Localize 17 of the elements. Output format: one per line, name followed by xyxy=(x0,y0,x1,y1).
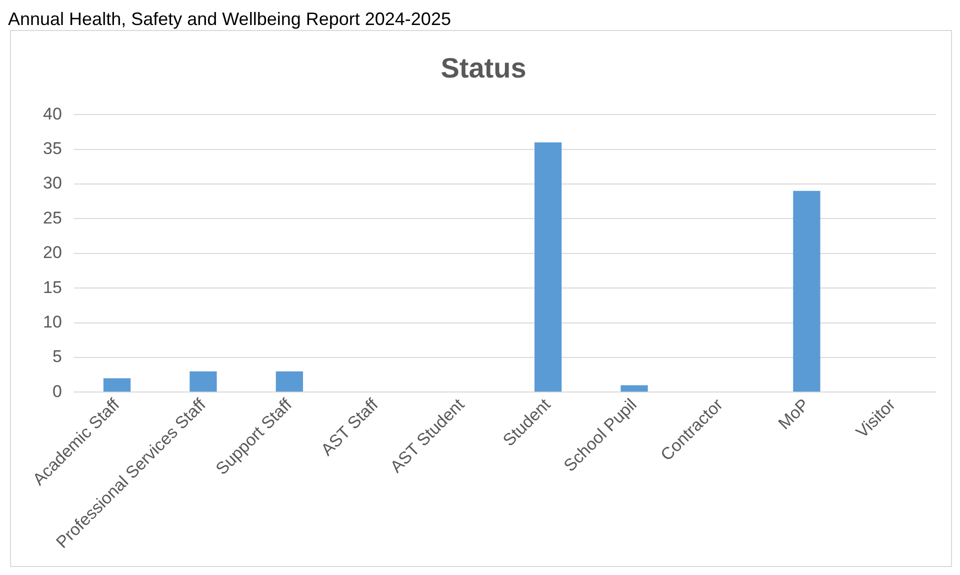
y-tick-label: 20 xyxy=(42,243,62,262)
y-tick-label: 25 xyxy=(42,208,62,228)
bar xyxy=(103,378,131,392)
text: Annual Health, Safety and Wellbeing Report 2024-2025 xyxy=(8,8,452,30)
y-tick-label: 10 xyxy=(42,312,62,332)
bar xyxy=(276,371,304,392)
bar xyxy=(793,190,820,392)
y-tick-label: 35 xyxy=(42,138,62,158)
y-tick-label: 30 xyxy=(42,174,62,193)
bar xyxy=(534,142,562,392)
y-tick-label: 5 xyxy=(52,347,62,366)
chart-title: Status xyxy=(440,52,526,84)
y-tick-label: 15 xyxy=(42,278,62,297)
bar xyxy=(190,371,217,392)
bar xyxy=(620,385,648,392)
y-tick-label: 40 xyxy=(42,104,62,124)
y-tick-label: 0 xyxy=(52,382,62,401)
